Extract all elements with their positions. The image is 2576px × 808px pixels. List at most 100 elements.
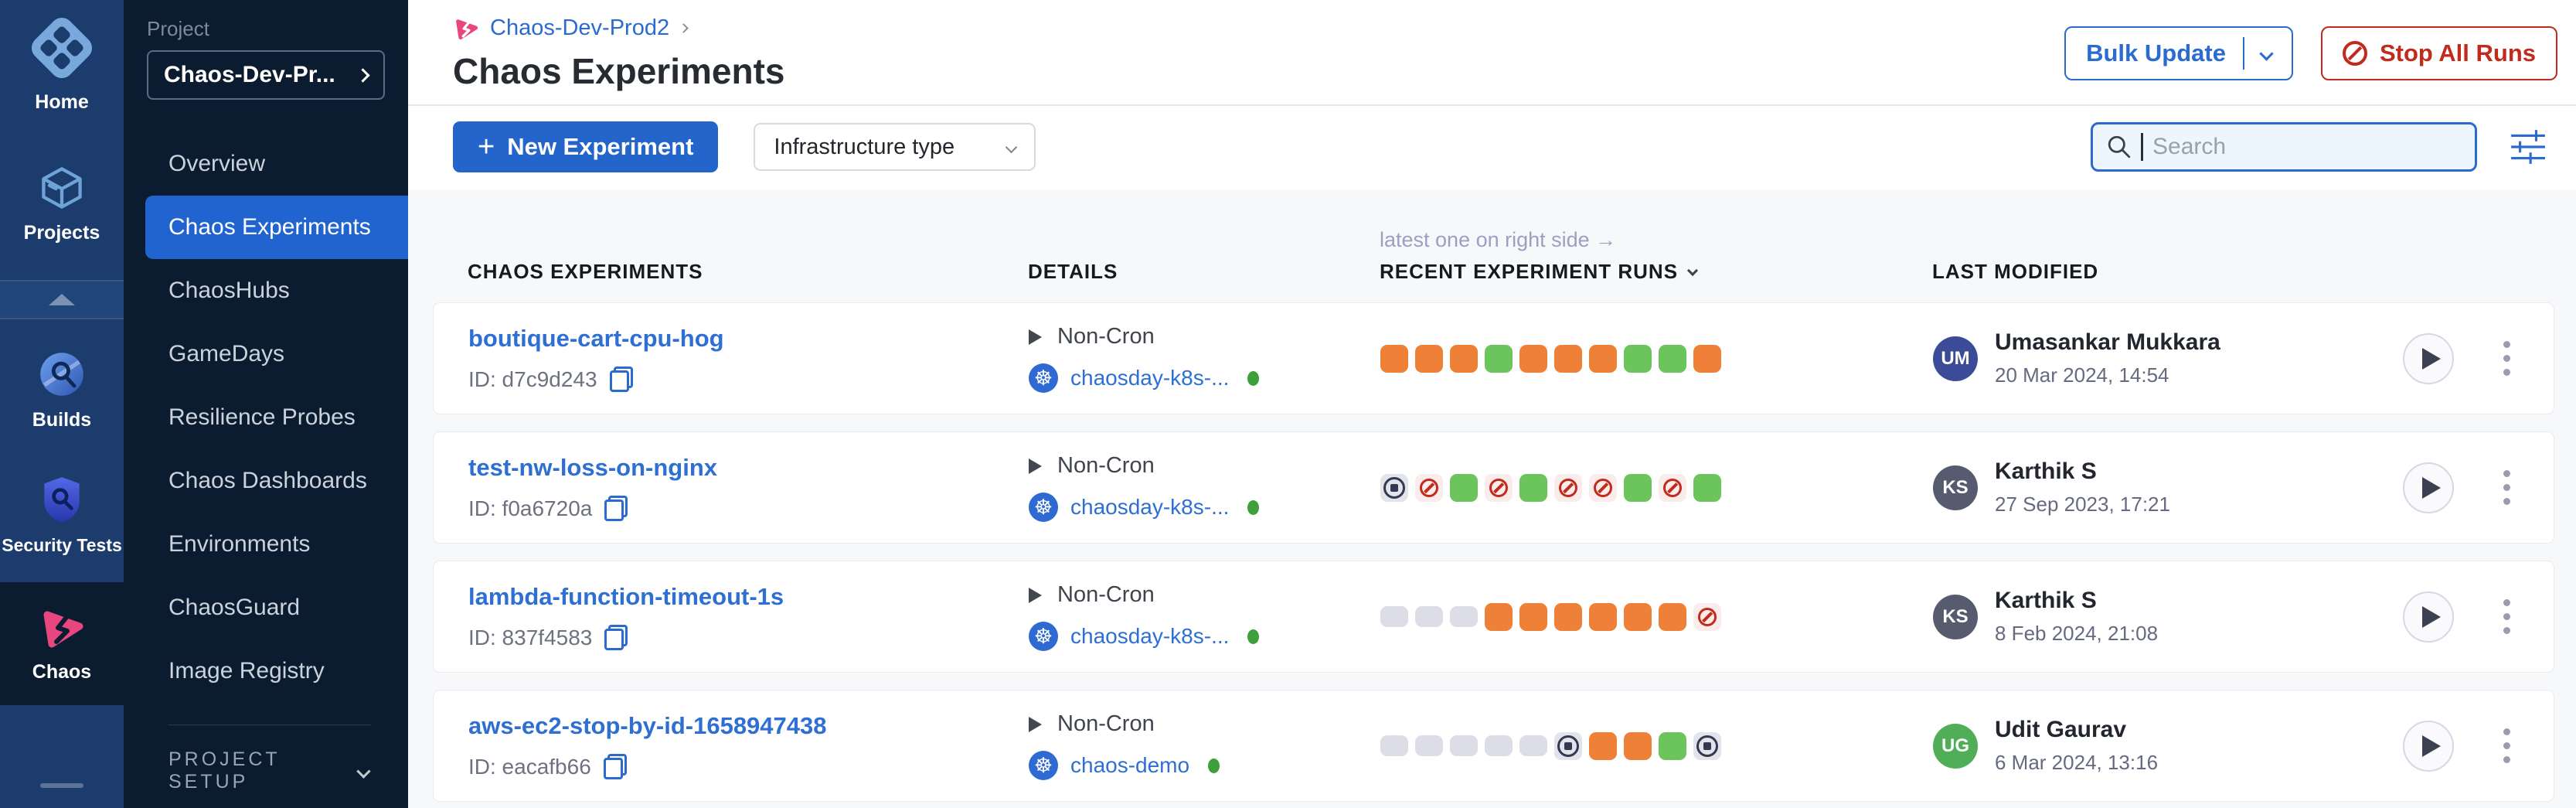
run-tile-error[interactable] <box>1415 473 1443 502</box>
run-experiment-button[interactable] <box>2403 332 2454 384</box>
infrastructure-link[interactable]: chaos-demo <box>1070 753 1190 777</box>
chevron-down-icon[interactable] <box>1686 264 1699 276</box>
rail-resize-handle[interactable] <box>40 783 83 788</box>
new-experiment-button[interactable]: + New Experiment <box>453 121 719 172</box>
run-tile-orange[interactable] <box>1624 602 1652 631</box>
run-tile-stopped[interactable] <box>1554 731 1582 760</box>
run-tile-orange[interactable] <box>1519 344 1547 373</box>
run-tile-orange[interactable] <box>1659 602 1686 631</box>
run-tile-orange[interactable] <box>1380 344 1408 373</box>
infrastructure-link[interactable]: chaosday-k8s-... <box>1070 366 1230 390</box>
column-header-recent-runs[interactable]: RECENT EXPERIMENT RUNS <box>1380 260 1679 283</box>
sidebar-item-chaoshubs[interactable]: ChaosHubs <box>168 278 290 303</box>
run-tile-error[interactable] <box>1554 473 1582 502</box>
chevron-down-icon[interactable] <box>2259 46 2274 61</box>
run-tile-empty[interactable] <box>1450 606 1478 627</box>
run-tile-empty[interactable] <box>1380 735 1408 756</box>
run-tile-empty[interactable] <box>1380 606 1408 627</box>
rail-collapse-control[interactable] <box>0 281 124 318</box>
copy-icon[interactable] <box>603 754 627 779</box>
run-experiment-button[interactable] <box>2403 720 2454 772</box>
kebab-menu[interactable] <box>2499 595 2515 639</box>
run-tile-orange[interactable] <box>1624 731 1652 760</box>
rail-label: Security Tests <box>2 535 122 555</box>
sidebar-item-environments[interactable]: Environments <box>168 531 311 557</box>
run-tile-green[interactable] <box>1624 344 1652 373</box>
recent-runs-strip <box>1380 731 1933 760</box>
expand-arrow-icon[interactable] <box>1029 329 1042 345</box>
sidebar-item-chaos-dashboards[interactable]: Chaos Dashboards <box>168 468 367 493</box>
experiment-name-link[interactable]: lambda-function-timeout-1s <box>468 583 784 610</box>
run-tile-green[interactable] <box>1659 344 1686 373</box>
run-tile-stopped[interactable] <box>1380 473 1408 502</box>
run-tile-orange[interactable] <box>1519 602 1547 631</box>
search-box[interactable] <box>2091 122 2477 172</box>
infra-status-dot <box>1247 499 1260 515</box>
rail-label: Builds <box>32 409 92 431</box>
sidebar-item-resilience-probes[interactable]: Resilience Probes <box>168 404 356 430</box>
rail-item-security-tests[interactable]: Security Tests <box>0 459 124 571</box>
expand-arrow-icon[interactable] <box>1029 458 1042 474</box>
failed-run-icon <box>1663 478 1682 497</box>
rail-item-projects[interactable]: Projects <box>0 149 124 260</box>
breadcrumb-project-link[interactable]: Chaos-Dev-Prod2 <box>490 15 670 40</box>
run-tile-green[interactable] <box>1624 473 1652 502</box>
expand-arrow-icon[interactable] <box>1029 587 1042 603</box>
copy-icon[interactable] <box>604 496 628 521</box>
run-tile-green[interactable] <box>1485 344 1513 373</box>
expand-arrow-icon[interactable] <box>1029 716 1042 732</box>
sidebar-item-overview[interactable]: Overview <box>168 151 266 176</box>
experiment-name-link[interactable]: aws-ec2-stop-by-id-1658947438 <box>468 712 827 739</box>
text-caret <box>2141 133 2143 161</box>
rail-item-home[interactable]: Home <box>0 0 124 129</box>
experiment-name-link[interactable]: test-nw-loss-on-nginx <box>468 454 718 481</box>
run-tile-orange[interactable] <box>1589 344 1617 373</box>
sidebar-item-chaos-experiments[interactable]: Chaos Experiments <box>145 196 408 259</box>
run-tile-stopped[interactable] <box>1693 731 1721 760</box>
run-tile-empty[interactable] <box>1415 735 1443 756</box>
run-tile-orange[interactable] <box>1554 344 1582 373</box>
run-tile-empty[interactable] <box>1519 735 1547 756</box>
run-experiment-button[interactable] <box>2403 462 2454 513</box>
run-tile-empty[interactable] <box>1450 735 1478 756</box>
run-tile-error[interactable] <box>1485 473 1513 502</box>
sidebar-item-gamedays[interactable]: GameDays <box>168 341 285 366</box>
kebab-menu[interactable] <box>2499 336 2515 380</box>
copy-icon[interactable] <box>604 625 628 650</box>
run-tile-green[interactable] <box>1450 473 1478 502</box>
kebab-menu[interactable] <box>2499 465 2515 510</box>
run-tile-orange[interactable] <box>1415 344 1443 373</box>
infrastructure-link[interactable]: chaosday-k8s-... <box>1070 495 1230 519</box>
run-tile-error[interactable] <box>1693 602 1721 631</box>
run-experiment-button[interactable] <box>2403 591 2454 643</box>
sidebar-item-image-registry[interactable]: Image Registry <box>168 658 325 684</box>
run-tile-orange[interactable] <box>1450 344 1478 373</box>
rail-item-builds[interactable]: Builds <box>0 335 124 447</box>
infrastructure-type-select[interactable]: Infrastructure type <box>754 123 1036 171</box>
kebab-menu[interactable] <box>2499 724 2515 768</box>
project-selector[interactable]: Chaos-Dev-Pr... <box>147 50 385 100</box>
run-tile-orange[interactable] <box>1554 602 1582 631</box>
run-tile-orange[interactable] <box>1485 602 1513 631</box>
run-tile-green[interactable] <box>1519 473 1547 502</box>
run-tile-orange[interactable] <box>1589 731 1617 760</box>
sidebar-item-chaosguard[interactable]: ChaosGuard <box>168 595 301 620</box>
run-tile-orange[interactable] <box>1589 602 1617 631</box>
bulk-update-button[interactable]: Bulk Update <box>2064 26 2293 80</box>
experiment-name-link[interactable]: boutique-cart-cpu-hog <box>468 325 724 352</box>
copy-icon[interactable] <box>609 366 633 392</box>
project-setup-toggle[interactable]: PROJECT SETUP <box>124 725 408 793</box>
run-tile-error[interactable] <box>1659 473 1686 502</box>
run-tile-orange[interactable] <box>1693 344 1721 373</box>
run-tile-empty[interactable] <box>1415 606 1443 627</box>
rail-item-chaos[interactable]: Chaos <box>0 582 124 705</box>
infrastructure-link[interactable]: chaosday-k8s-... <box>1070 624 1230 648</box>
modified-date: 27 Sep 2023, 17:21 <box>1995 493 2170 516</box>
stop-all-runs-button[interactable]: Stop All Runs <box>2320 26 2557 80</box>
run-tile-green[interactable] <box>1693 473 1721 502</box>
run-tile-empty[interactable] <box>1485 735 1513 756</box>
run-tile-green[interactable] <box>1659 731 1686 760</box>
search-input[interactable] <box>2152 134 2461 160</box>
filter-sliders-icon[interactable] <box>2510 130 2547 164</box>
run-tile-error[interactable] <box>1589 473 1617 502</box>
